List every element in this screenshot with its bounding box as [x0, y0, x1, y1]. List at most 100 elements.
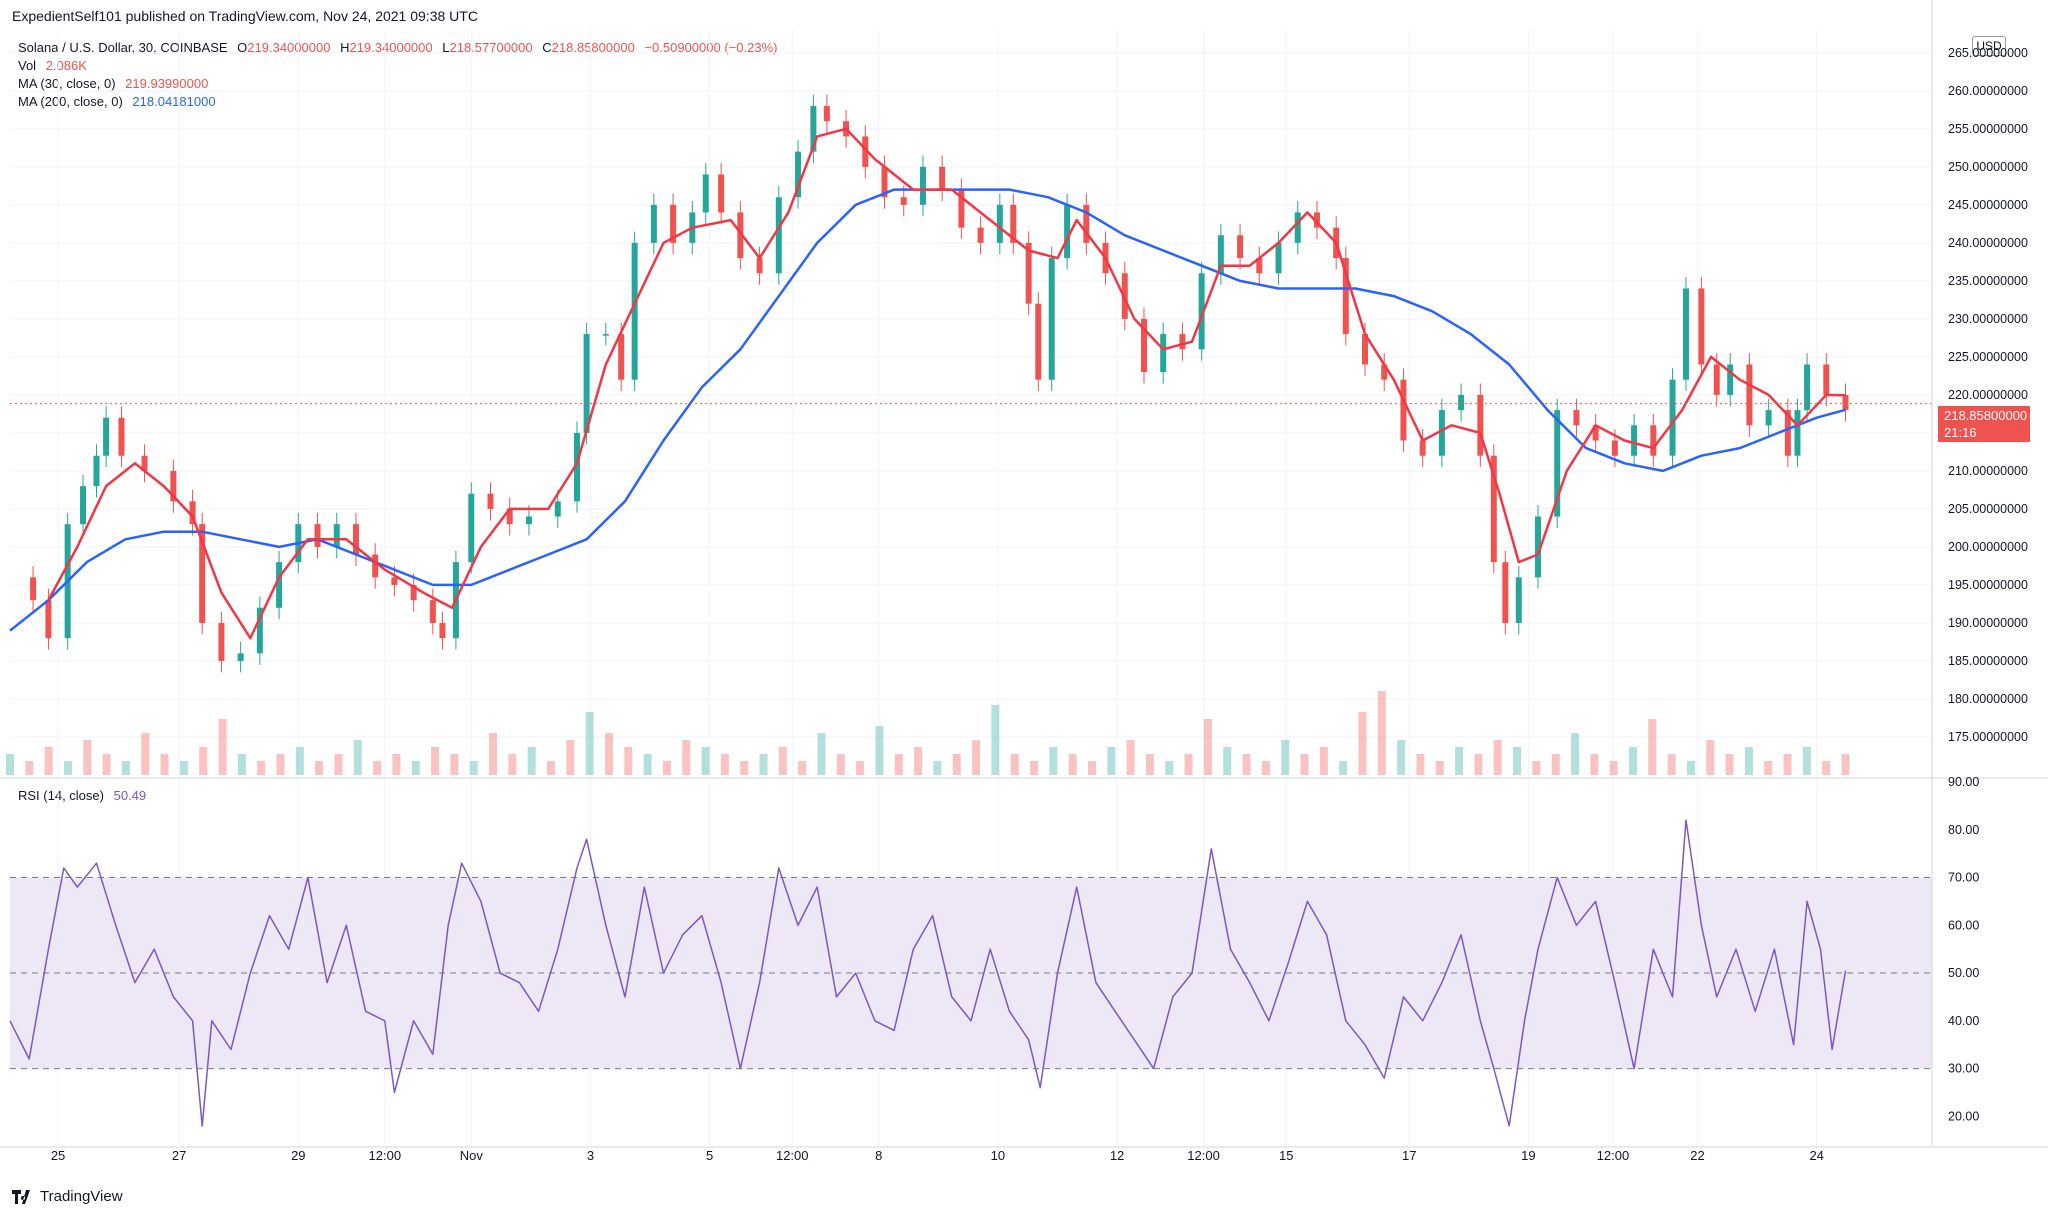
volume-bar — [469, 761, 478, 775]
y-tick-label: 195.00000000 — [1948, 578, 2028, 592]
candle-body — [1554, 410, 1561, 517]
candle-body — [1650, 425, 1657, 456]
candle-body — [1342, 258, 1349, 335]
y-tick-label: 250.00000000 — [1948, 160, 2028, 174]
rsi-y-tick-label: 80.00 — [1948, 823, 1979, 837]
ma200-legend[interactable]: MA (200, close, 0) 218.04181000 — [18, 94, 216, 109]
volume-bar — [624, 747, 633, 775]
volume-bar — [1802, 747, 1811, 775]
x-tick-label: 15 — [1279, 1148, 1293, 1163]
volume-bar — [1474, 754, 1483, 775]
candle-body — [1842, 394, 1849, 411]
rsi-y-tick-label: 60.00 — [1948, 918, 1979, 932]
y-tick-label: 245.00000000 — [1948, 198, 2028, 212]
volume-bar — [1609, 761, 1618, 775]
volume-bar — [1339, 761, 1348, 775]
candle-body — [170, 470, 177, 502]
volume-bar — [856, 761, 865, 775]
candle-body — [554, 501, 561, 517]
x-tick-label: 12 — [1110, 1148, 1124, 1163]
y-tick-label: 235.00000000 — [1948, 274, 2028, 288]
candle-body — [702, 174, 709, 213]
y-tick-label: 180.00000000 — [1948, 692, 2028, 706]
volume-bar — [141, 733, 150, 775]
x-tick-label: Nov — [460, 1148, 484, 1163]
volume-bar — [527, 747, 536, 775]
candle-body — [573, 432, 580, 502]
volume-bar — [1030, 761, 1039, 775]
candle-body — [1502, 562, 1509, 623]
x-tick-label: 29 — [291, 1148, 305, 1163]
candle-body — [1048, 258, 1055, 380]
ma30-legend[interactable]: MA (30, close, 0) 219.93990000 — [18, 76, 208, 91]
axes: 25 27 29 12:00 Nov 3 5 12:00 8 10 12 12:00 15 17 19 12:… — [0, 0, 2048, 1163]
volume-bar — [740, 761, 749, 775]
candle-body — [1573, 410, 1580, 426]
tradingview-logo-icon — [12, 1189, 30, 1204]
candle-body — [1611, 440, 1618, 456]
x-tick-label: 12:00 — [1187, 1148, 1220, 1163]
candle-body — [1682, 288, 1689, 380]
open-label: O — [237, 40, 248, 55]
candle-body — [1237, 235, 1244, 259]
volume-legend[interactable]: Vol 2.086K — [18, 58, 87, 73]
countdown-value: 21:16 — [1944, 425, 1977, 440]
x-tick-label: 8 — [875, 1148, 882, 1163]
rsi-legend[interactable]: RSI (14, close) 50.49 — [18, 788, 146, 803]
candle-body — [919, 166, 926, 205]
volume-bar — [1281, 740, 1290, 775]
y-tick-label: 225.00000000 — [1948, 350, 2028, 364]
volume-bar — [1435, 761, 1444, 775]
volume-bar — [102, 754, 111, 775]
ma30-value: 219.93990000 — [125, 76, 209, 91]
tradingview-brand[interactable]: TradingView — [12, 1188, 123, 1205]
volume-bar — [1744, 747, 1753, 775]
volume-bar — [179, 761, 188, 775]
volume-bar — [1184, 754, 1193, 775]
candle-body — [1746, 364, 1753, 426]
volume-bar — [1822, 761, 1831, 775]
volume-bar — [1706, 740, 1715, 775]
volume-bar — [643, 754, 652, 775]
candle-body — [1025, 242, 1032, 304]
rsi-y-tick-label: 70.00 — [1948, 871, 1979, 885]
rsi-line — [9, 819, 1847, 1127]
candle-body — [900, 197, 907, 205]
rsi-label: RSI (14, close) — [18, 788, 104, 803]
candle-body — [670, 204, 677, 243]
volume-bar — [701, 747, 710, 775]
y-tick-label: 200.00000000 — [1948, 540, 2028, 554]
candle-body — [189, 501, 196, 525]
volume-bar — [1319, 747, 1328, 775]
candle-body — [1534, 516, 1541, 578]
candle-body — [276, 562, 283, 608]
candle-body — [1458, 394, 1465, 411]
volume-bar — [411, 761, 420, 775]
volume-bar — [1841, 754, 1850, 775]
volume-bar — [218, 719, 227, 775]
candle-body — [1140, 318, 1147, 373]
currency-badge[interactable]: USD — [1972, 36, 2006, 56]
candle-body — [1083, 204, 1090, 243]
volume-bar — [392, 754, 401, 775]
candle-body — [977, 227, 984, 243]
candle-body — [103, 417, 110, 456]
volume-value: 2.086K — [45, 58, 87, 73]
volume-bar — [1261, 761, 1270, 775]
volume-bar — [63, 761, 72, 775]
candle-body — [1313, 212, 1320, 228]
low-label: L — [442, 40, 450, 55]
volume-bar — [1397, 740, 1406, 775]
volume-bar — [1358, 712, 1367, 775]
volume-bar — [6, 754, 14, 775]
candle-body — [1727, 364, 1734, 395]
candle-body — [1064, 204, 1071, 259]
ma200-value: 218.04181000 — [132, 94, 216, 109]
volume-bar — [952, 754, 961, 775]
candle-body — [958, 189, 965, 228]
candle-body — [996, 204, 1003, 243]
volume-bar — [585, 712, 594, 775]
x-tick-label: 10 — [991, 1148, 1005, 1163]
symbol-title[interactable]: Solana / U.S. Dollar, 30, COINBASE — [18, 40, 228, 55]
